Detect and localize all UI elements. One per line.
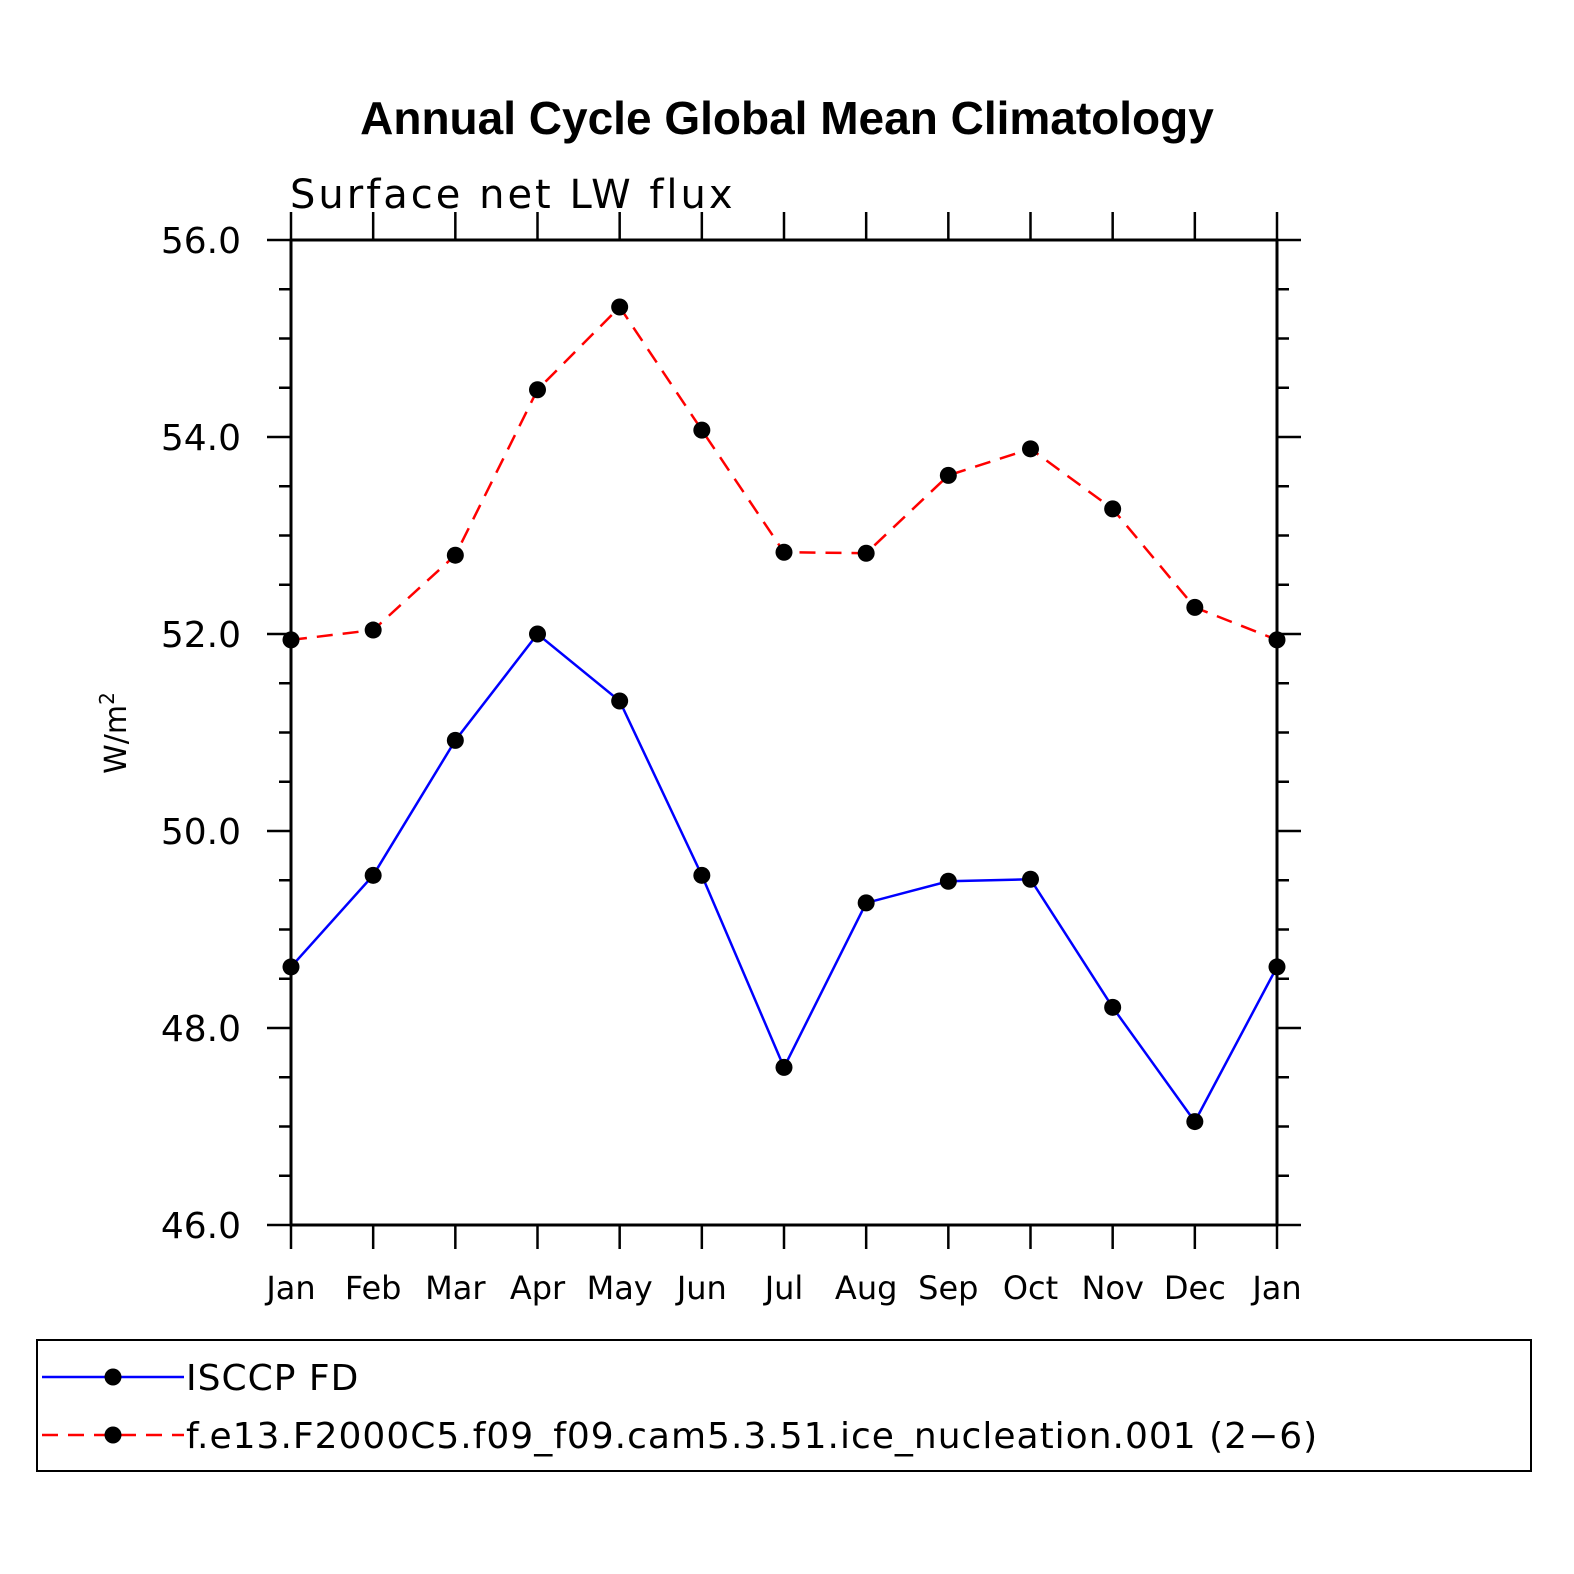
legend: ISCCP FD f.e13.F2000C5.f09_f09.cam5.3.51… <box>36 1339 1532 1472</box>
y-tick-label: 48.0 <box>161 1009 241 1050</box>
data-point-1 <box>1186 598 1204 616</box>
y-tick-label: 56.0 <box>161 221 241 262</box>
chart-title: Annual Cycle Global Mean Climatology <box>360 92 1214 144</box>
legend-marker-model <box>104 1426 122 1444</box>
x-tick-label: Jan <box>264 1269 315 1307</box>
series-line-1 <box>290 305 1278 642</box>
legend-marker-isccp <box>104 1368 122 1386</box>
y-tick-label: 52.0 <box>161 615 241 656</box>
x-tick-label: Apr <box>510 1269 566 1307</box>
x-tick-label: Mar <box>425 1269 486 1307</box>
data-point-1 <box>693 421 711 439</box>
data-point-0 <box>529 625 546 643</box>
x-tick-label: Jan <box>1250 1269 1301 1307</box>
data-point-0 <box>364 866 382 884</box>
data-point-0 <box>1104 998 1122 1016</box>
y-tick-label: 50.0 <box>161 812 241 853</box>
legend-label-isccp: ISCCP FD <box>186 1358 359 1399</box>
data-point-0 <box>693 866 711 884</box>
y-axis-label: W/m2 <box>95 692 134 774</box>
x-tick-label: Aug <box>835 1269 897 1307</box>
series-line-0 <box>290 632 1279 1124</box>
data-point-1 <box>611 298 629 316</box>
data-point-0 <box>775 1058 793 1076</box>
x-tick-labels: Jan Feb Mar Apr May Jun Jul Aug Sep Oct Nov Dec Jan <box>264 1269 1301 1307</box>
data-point-0 <box>1186 1113 1204 1131</box>
data-point-1 <box>857 544 875 562</box>
data-point-0 <box>611 692 629 710</box>
series-layer <box>282 298 1286 1131</box>
y-tick-labels: 46.0 48.0 50.0 52.0 54.0 56.0 <box>161 221 241 1247</box>
data-point-0 <box>939 872 957 890</box>
axis-ticks <box>267 212 1301 1249</box>
plot-frame <box>289 238 1279 1227</box>
data-point-1 <box>364 621 382 639</box>
legend-label-model: f.e13.F2000C5.f09_f09.cam5.3.51.ice_nucl… <box>186 1416 1318 1457</box>
x-tick-label: Sep <box>918 1269 978 1307</box>
data-point-0 <box>1022 870 1039 888</box>
x-tick-label: Feb <box>345 1269 402 1307</box>
data-point-1 <box>1268 631 1286 649</box>
x-tick-label: Nov <box>1081 1269 1143 1307</box>
data-point-1 <box>939 466 957 484</box>
data-point-1 <box>529 381 546 399</box>
chart-subtitle: Surface net LW flux <box>290 172 736 218</box>
data-point-1 <box>1104 500 1122 518</box>
x-tick-label: Jul <box>763 1269 804 1307</box>
data-point-0 <box>857 894 875 912</box>
x-tick-label: Jun <box>675 1269 727 1307</box>
data-point-0 <box>282 958 300 976</box>
data-point-1 <box>446 546 464 564</box>
data-point-0 <box>446 731 464 749</box>
svg-text:W/m2: W/m2 <box>95 692 134 774</box>
y-tick-label: 54.0 <box>161 418 241 459</box>
data-point-1 <box>282 631 300 649</box>
data-point-1 <box>775 543 793 561</box>
x-tick-label: Dec <box>1164 1269 1226 1307</box>
legend-box <box>36 1339 1532 1472</box>
data-point-1 <box>1022 440 1039 458</box>
x-tick-label: May <box>587 1269 653 1307</box>
y-axis-label-superscript: 2 <box>95 692 119 705</box>
y-axis-label-text: W/m <box>99 705 134 774</box>
data-point-0 <box>1268 958 1286 976</box>
y-tick-label: 46.0 <box>161 1206 241 1247</box>
x-tick-label: Oct <box>1003 1269 1058 1307</box>
